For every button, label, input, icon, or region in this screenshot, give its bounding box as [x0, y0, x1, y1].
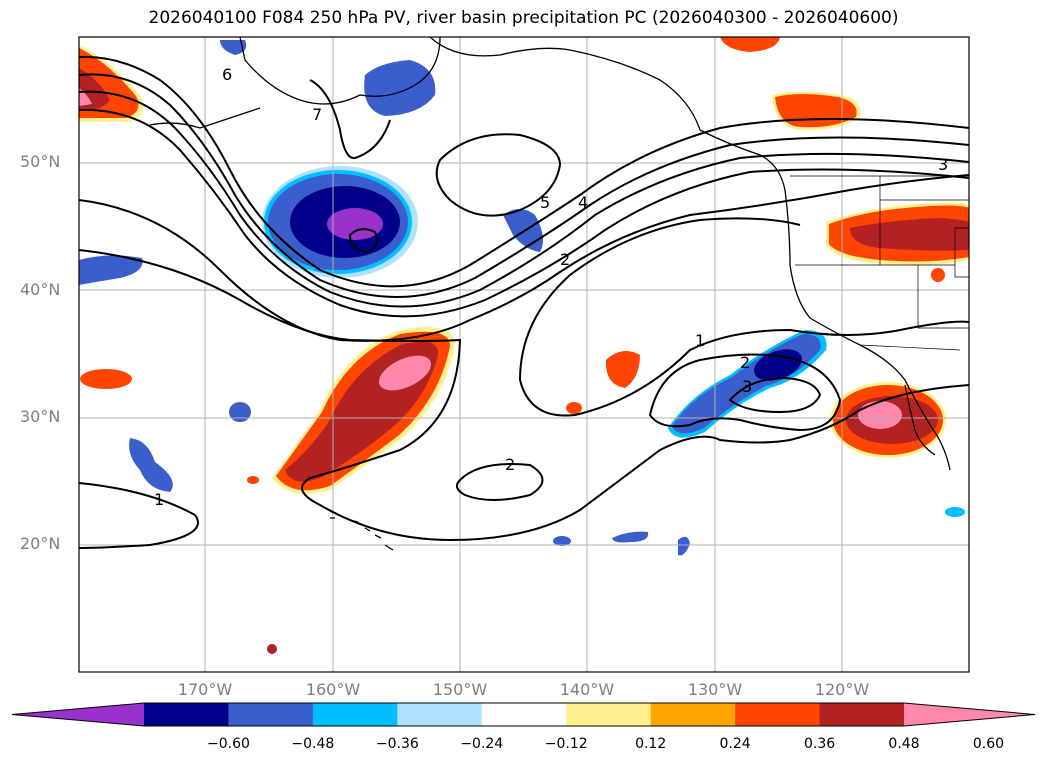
contour-label: 3	[742, 377, 752, 396]
contour-label: 5	[540, 193, 550, 212]
lat-label: 30°N	[20, 407, 61, 426]
colorbar-tick-label: 0.12	[635, 736, 667, 752]
contour-label: 1	[695, 331, 705, 350]
colorbar-extend-high	[904, 703, 1035, 726]
contour-label: 1	[154, 490, 164, 509]
colorbar	[11, 702, 1036, 727]
colorbar-tick-label: −0.60	[206, 736, 250, 752]
colorbar-segment	[481, 703, 567, 726]
colorbar-segment	[144, 703, 229, 726]
colorbar-segment	[735, 703, 821, 726]
contour-label: 3	[938, 155, 948, 174]
colorbar-segment	[566, 703, 652, 726]
colorbar-outline	[11, 702, 1036, 727]
lat-label: 20°N	[20, 534, 61, 553]
contour-label: 2	[505, 455, 515, 474]
colorbar-tick-label: −0.36	[375, 736, 419, 752]
plot-frame	[78, 36, 970, 673]
colorbar-extend-low	[12, 703, 144, 726]
colorbar-tick-label: −0.12	[544, 736, 588, 752]
colorbar-tick-label: −0.24	[460, 736, 504, 752]
lon-label: 130°W	[687, 680, 743, 699]
pv-contours	[79, 55, 969, 549]
colorbar-tick-label: 0.24	[719, 736, 751, 752]
lat-label: 40°N	[20, 280, 61, 299]
contour-label: 6	[222, 65, 232, 84]
lon-label: 120°W	[814, 680, 870, 699]
colorbar-segment	[312, 703, 398, 726]
colorbar-tick-label: 0.36	[803, 736, 836, 752]
contour-label: 4	[578, 193, 588, 212]
contour-label-layer: 6 7 5 4 3 2 1 2 3 2 1	[154, 65, 948, 509]
colorbar-segment	[819, 703, 905, 726]
lon-label: 150°W	[432, 680, 488, 699]
lon-label: 160°W	[305, 680, 361, 699]
map-title: 2026040100 F084 250 hPa PV, river basin …	[148, 8, 899, 28]
colorbar-segment	[228, 703, 314, 726]
colorbar-tick-label: 0.48	[888, 736, 920, 752]
contour-label: 2	[560, 250, 570, 269]
lat-label: 50°N	[20, 152, 61, 171]
colorbar-tick-label: 0.60	[972, 736, 1005, 752]
lon-label: 170°W	[177, 680, 233, 699]
precip-shading	[79, 37, 969, 654]
lon-label: 140°W	[559, 680, 615, 699]
colorbar-segment	[650, 703, 736, 726]
colorbar-segment	[397, 703, 483, 726]
plot-area	[79, 37, 969, 672]
colorbar-tick-label: −0.48	[291, 736, 335, 752]
contour-label: 7	[312, 105, 322, 124]
contour-label: 2	[740, 353, 750, 372]
